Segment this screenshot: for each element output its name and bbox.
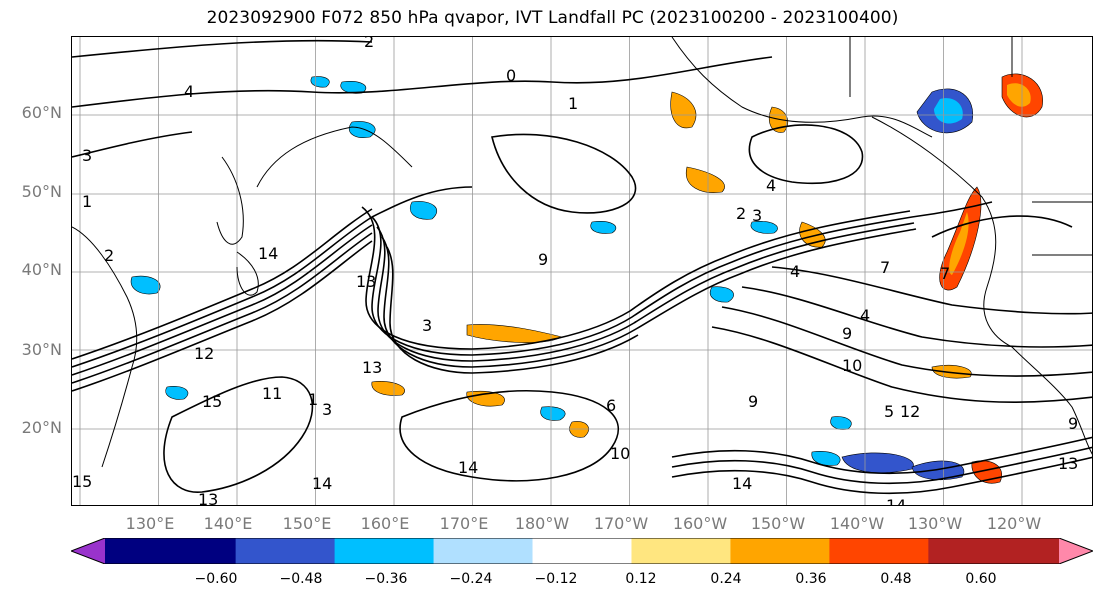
colorbar-segment — [631, 538, 731, 564]
shading-layer — [130, 73, 1043, 484]
lon-label-180w: 180°W — [514, 514, 570, 533]
contour-label: 3 — [322, 400, 332, 419]
colorbar-tick: −0.12 — [534, 571, 578, 587]
colorbar-segment — [334, 538, 435, 564]
colorbar-segment — [829, 538, 929, 564]
contour-label: 14 — [458, 458, 478, 477]
contour-label: 13 — [198, 490, 218, 506]
contour-label: 2 — [104, 246, 114, 265]
contour-label: 13 — [362, 358, 382, 377]
colorbar-tick: 0.24 — [710, 571, 742, 587]
lat-label-40n: 40°N — [21, 260, 62, 279]
contour-label: 1 — [82, 192, 92, 211]
contour-label: 0 — [506, 66, 516, 85]
contour-label: 15 — [72, 472, 92, 491]
colorbar-segment — [730, 538, 830, 564]
lon-label-120w: 120°W — [986, 514, 1042, 533]
lat-label-30n: 30°N — [21, 340, 62, 359]
colorbar-tick: 0.36 — [795, 571, 827, 587]
lat-label-60n: 60°N — [21, 103, 62, 122]
contour-label: 14 — [732, 474, 752, 493]
colorbar-tick: 0.48 — [880, 571, 912, 587]
contour-label: 7 — [880, 258, 890, 277]
contour-label: 10 — [610, 444, 630, 463]
contour-label: 10 — [842, 356, 862, 375]
contour-labels: 2 0 4 1 3 14 13 9 4 2 3 1 2 4 4 13 6 3 1… — [72, 37, 1078, 506]
contour-label: 13 — [1058, 454, 1078, 473]
map-panel[interactable]: 2 0 4 1 3 14 13 9 4 2 3 1 2 4 4 13 6 3 1… — [71, 36, 1093, 506]
lon-label-140w: 140°W — [829, 514, 885, 533]
contour-label: 2 — [364, 37, 374, 51]
colorbar-tick: −0.60 — [194, 571, 238, 587]
contour-label: 9 — [1068, 414, 1078, 433]
contour-label: 12 — [900, 402, 920, 421]
lon-label-130e: 130°E — [125, 514, 175, 533]
lon-label-170e: 170°E — [439, 514, 489, 533]
lon-label-150e: 150°E — [282, 514, 332, 533]
contour-label: 2 — [736, 204, 746, 223]
colorbar-segment — [532, 538, 632, 564]
colorbar-tick: 0.12 — [625, 571, 657, 587]
contour-label: 7 — [940, 264, 950, 283]
lon-label-160e: 160°E — [360, 514, 410, 533]
colorbar-segment — [928, 538, 1060, 564]
colorbar-tick: −0.48 — [279, 571, 323, 587]
contour-label: 1 — [308, 390, 318, 409]
colorbar-extend-high — [1059, 538, 1093, 564]
contour-label: 13 — [356, 272, 376, 291]
chart-title: 2023092900 F072 850 hPa qvapor, IVT Land… — [206, 8, 899, 28]
lat-label-50n: 50°N — [21, 182, 62, 201]
contour-label: 3 — [422, 316, 432, 335]
colorbar-tick: −0.36 — [364, 571, 408, 587]
lon-label-140e: 140°E — [203, 514, 253, 533]
lat-label-20n: 20°N — [21, 418, 62, 437]
contour-label: 4 — [766, 176, 776, 195]
contour-label: 3 — [82, 146, 92, 165]
ivt-contours — [72, 39, 1092, 495]
lon-label-170w: 170°W — [593, 514, 649, 533]
contour-label: 14 — [886, 496, 906, 506]
map-svg: 2 0 4 1 3 14 13 9 4 2 3 1 2 4 4 13 6 3 1… — [72, 37, 1092, 506]
lon-label-130w: 130°W — [907, 514, 963, 533]
colorbar-segment — [235, 538, 336, 564]
contour-label: 1 — [568, 94, 578, 113]
contour-label: 14 — [258, 244, 278, 263]
contour-label: 9 — [748, 392, 758, 411]
colorbar-extend-low — [71, 538, 105, 564]
contour-label: 4 — [184, 82, 194, 101]
contour-label: 5 — [884, 402, 894, 421]
contour-label: 14 — [312, 474, 332, 493]
colorbar-tick: −0.24 — [449, 571, 493, 587]
lon-label-160w: 160°W — [672, 514, 728, 533]
contour-label: 11 — [262, 384, 282, 403]
colorbar-tick: 0.60 — [965, 571, 997, 587]
colorbar-segment — [105, 538, 237, 564]
contour-label: 3 — [752, 206, 762, 225]
contour-label: 9 — [538, 250, 548, 269]
contour-label: 4 — [790, 262, 800, 281]
contour-label: 6 — [606, 396, 616, 415]
contour-label: 12 — [194, 344, 214, 363]
colorbar-segment — [433, 538, 534, 564]
contour-label: 4 — [860, 306, 870, 325]
colorbar — [71, 538, 1093, 564]
lon-label-150w: 150°W — [750, 514, 806, 533]
contour-label: 9 — [842, 324, 852, 343]
coastlines — [72, 37, 1092, 468]
contour-label: 15 — [202, 392, 222, 411]
